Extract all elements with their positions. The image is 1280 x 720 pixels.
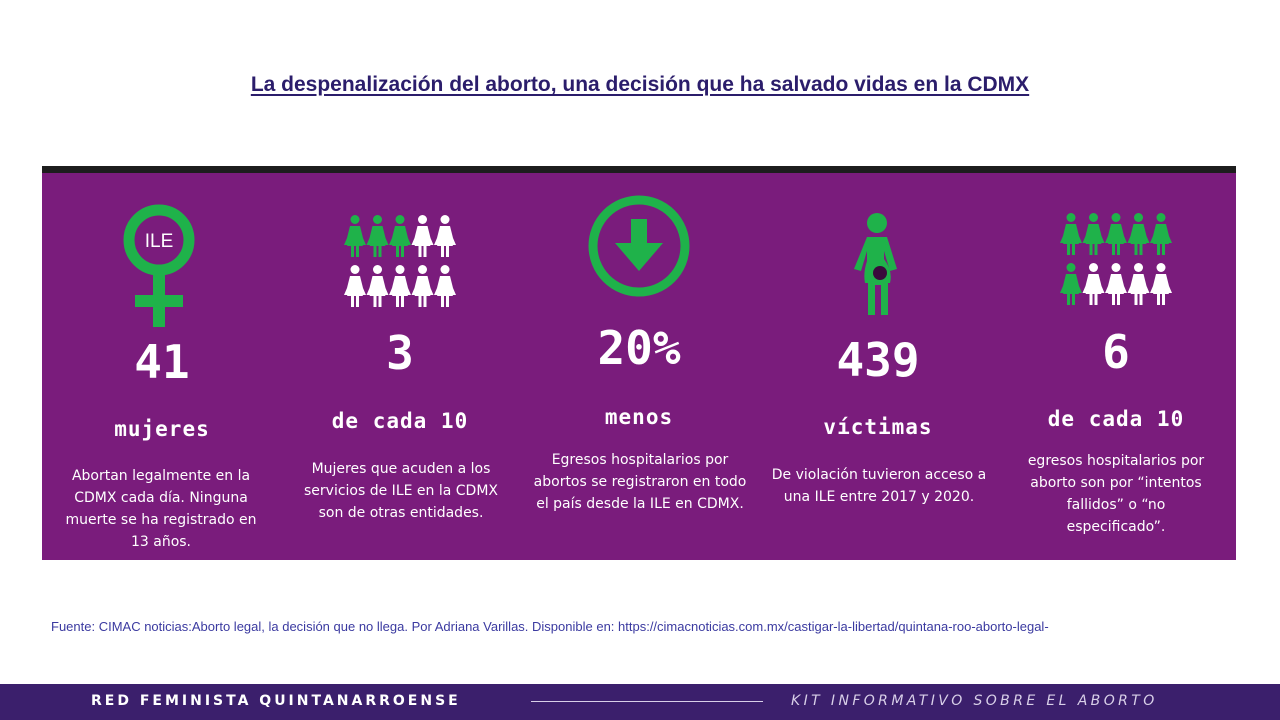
woman-figure-icon: [344, 265, 366, 307]
woman-figure-icon: [411, 265, 434, 307]
stat-unit: de cada 10: [1047, 407, 1185, 431]
woman-figure-icon: [1082, 213, 1105, 255]
woman-figure-icon: [434, 265, 456, 307]
stat-number: 3: [386, 326, 414, 380]
woman-figure-icon: [1060, 263, 1082, 305]
woman-figure-icon: [1150, 263, 1172, 305]
woman-figure-icon: [1060, 213, 1082, 255]
woman-figure-icon: [1127, 263, 1150, 305]
footer-bar: RED FEMINISTA QUINTANARROENSE KIT INFORM…: [0, 684, 1280, 720]
stat-description: Egresos hospitalarios por abortos se reg…: [533, 452, 747, 512]
woman-figure-icon: [1150, 213, 1172, 255]
woman-figure-icon: [389, 265, 411, 307]
stat-unit: menos: [604, 405, 674, 429]
stat-description: egresos hospitalarios por aborto son por…: [1027, 453, 1205, 535]
woman-figure-icon: [1127, 213, 1150, 255]
down-arrow-circle-icon: [519, 193, 759, 299]
footer-divider: [531, 701, 763, 702]
source-citation: Fuente: CIMAC noticias:Aborto legal, la …: [51, 619, 1049, 634]
woman-figure-icon: [1082, 263, 1105, 305]
woman-figure-icon: [1105, 213, 1127, 255]
ile-icon-label: ILE: [145, 231, 174, 252]
stat-number: 41: [134, 335, 190, 389]
stat-unit: mujeres: [114, 417, 210, 441]
stat-description: Mujeres que acuden a los servicios de IL…: [304, 461, 498, 521]
page-title: La despenalización del aborto, una decis…: [250, 73, 1030, 96]
footer-organization: RED FEMINISTA QUINTANARROENSE: [91, 693, 461, 709]
stat-description: Abortan legalmente en la CDMX cada día. …: [65, 468, 257, 550]
women-pictogram-icon: [280, 215, 520, 311]
woman-figure-icon: [366, 265, 389, 307]
pregnant-woman-icon: [758, 213, 998, 317]
stat-number: 20%: [597, 321, 681, 375]
footer-kit-title: KIT INFORMATIVO SOBRE EL ABORTO: [791, 693, 1158, 709]
woman-figure-icon: [1105, 263, 1127, 305]
stat-number: 6: [1102, 325, 1130, 379]
woman-figure-icon: [434, 215, 456, 257]
stats-banner: ILE 41 mujeres Abortan legalmente en la …: [42, 166, 1236, 560]
woman-figure-icon: [366, 215, 389, 257]
woman-figure-icon: [344, 215, 366, 257]
female-symbol-icon: ILE: [42, 203, 282, 333]
stat-unit: víctimas: [823, 415, 933, 439]
stat-unit: de cada 10: [331, 409, 469, 433]
women-pictogram-icon: [996, 213, 1236, 309]
stat-number: 439: [836, 333, 920, 387]
woman-figure-icon: [411, 215, 434, 257]
stat-description: De violación tuvieron acceso a una ILE e…: [771, 467, 987, 505]
woman-figure-icon: [389, 215, 411, 257]
